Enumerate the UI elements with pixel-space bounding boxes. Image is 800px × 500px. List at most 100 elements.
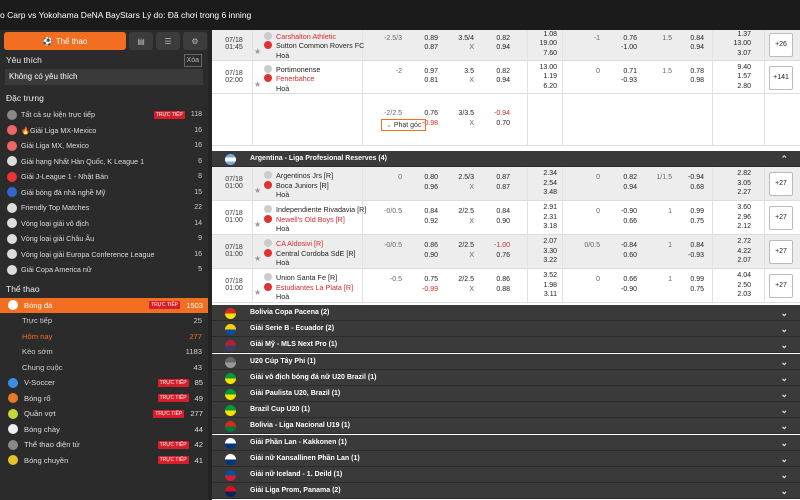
odds-value[interactable]: 0.89: [424, 34, 438, 42]
odds-value[interactable]: 0.97: [424, 67, 438, 75]
sport-item[interactable]: Bóng rổ TRỰC TIẾP 49: [0, 391, 208, 407]
league-header[interactable]: U20 Cúp Tây Phi (1) ⌄: [212, 353, 800, 370]
odds-value[interactable]: 0.82: [623, 174, 637, 181]
sports-button[interactable]: ⚽ Thể thao: [4, 32, 126, 50]
odds-value[interactable]: 0.84: [690, 242, 704, 249]
league-header[interactable]: Giải Liga Prom, Panama (2) ⌄: [212, 483, 800, 500]
odds-value[interactable]: 0.71: [623, 67, 637, 75]
sport-subitem[interactable]: Trực tiếp 25: [0, 313, 208, 329]
odds-value[interactable]: 0.99: [690, 276, 704, 283]
odds-value[interactable]: 3.05: [737, 179, 751, 187]
odds-value[interactable]: 0.84: [424, 208, 438, 215]
league-header[interactable]: Giải Phần Lan - Kakkonen (1) ⌄: [212, 434, 800, 451]
odds-value[interactable]: 2/2.5: [458, 276, 474, 283]
odds-value[interactable]: 3.30: [543, 247, 557, 255]
league-header[interactable]: Giải vô địch bóng đá nữ U20 Brazil (1) ⌄: [212, 369, 800, 386]
odds-value[interactable]: 3.60: [737, 204, 751, 211]
featured-item[interactable]: Giải Liga MX, Mexico 16: [0, 138, 208, 154]
odds-value[interactable]: 2.12: [737, 223, 751, 230]
favorite-star-icon[interactable]: ★: [254, 46, 262, 56]
odds-value[interactable]: 0.88: [496, 285, 510, 293]
odds-value[interactable]: 2/2.5: [458, 208, 474, 215]
odds-value[interactable]: 3.11: [543, 291, 557, 298]
odds-value[interactable]: -1.00: [494, 242, 510, 249]
sport-subitem[interactable]: Chung cuộc 43: [0, 360, 208, 376]
odds-value[interactable]: 1.19: [543, 73, 557, 80]
odds-value[interactable]: 0.87: [496, 183, 510, 191]
odds-value[interactable]: 3.48: [543, 189, 557, 196]
odds-value[interactable]: 0.92: [424, 217, 438, 225]
odds-value[interactable]: 0.94: [496, 77, 510, 84]
odds-value[interactable]: 3.5: [464, 67, 474, 75]
featured-item[interactable]: 🔥Giải Liga MX-Mexico 16: [0, 123, 208, 139]
sport-item[interactable]: V-Soccer TRỰC TIẾP 85: [0, 375, 208, 391]
odds-value[interactable]: -0.98: [422, 119, 438, 127]
favorite-star-icon[interactable]: ★: [254, 288, 262, 297]
more-markets-button[interactable]: +27: [769, 240, 793, 264]
featured-item[interactable]: Vòng loại giải vô địch 14: [0, 216, 208, 232]
odds-value[interactable]: 0.94: [496, 44, 510, 51]
odds-value[interactable]: 1.08: [543, 30, 557, 38]
league-header[interactable]: Brazil Cup U20 (1) ⌄: [212, 402, 800, 419]
league-header[interactable]: Bolivia Copa Pacena (2) ⌄: [212, 305, 800, 321]
sport-item[interactable]: Bóng chày 44: [0, 422, 208, 438]
odds-value[interactable]: -0.99: [422, 285, 438, 293]
odds-value[interactable]: 2.72: [737, 238, 751, 245]
odds-value[interactable]: -0.94: [688, 174, 704, 181]
more-markets-button[interactable]: +27: [769, 172, 793, 196]
odds-value[interactable]: 2.80: [737, 82, 751, 90]
featured-item[interactable]: Giải hạng Nhất Hàn Quốc, K League 1 6: [0, 154, 208, 170]
odds-value[interactable]: 4.22: [737, 247, 751, 255]
odds-value[interactable]: 1.57: [737, 73, 751, 80]
odds-value[interactable]: 0.78: [690, 67, 704, 75]
odds-value[interactable]: 0.86: [424, 242, 438, 249]
odds-value[interactable]: 2.27: [737, 189, 751, 196]
featured-item[interactable]: Friendly Top Matches 22: [0, 200, 208, 216]
odds-value[interactable]: 6.20: [543, 82, 557, 90]
odds-value[interactable]: 2.82: [737, 170, 751, 177]
odds-value[interactable]: -0.93: [621, 77, 637, 84]
more-markets-button[interactable]: +26: [769, 32, 793, 57]
odds-value[interactable]: 2.31: [543, 213, 557, 221]
odds-value[interactable]: 3.5/4: [458, 34, 474, 42]
odds-value[interactable]: 0.90: [496, 217, 510, 225]
sport-subitem[interactable]: Hôm nay 277: [0, 329, 208, 345]
favorite-star-icon[interactable]: ★: [254, 220, 262, 229]
odds-value[interactable]: 3.22: [543, 257, 557, 264]
odds-value[interactable]: 0.76: [623, 34, 637, 42]
league-header[interactable]: Giải Paulista U20, Brazil (1) ⌄: [212, 386, 800, 402]
odds-value[interactable]: 7.60: [543, 49, 557, 57]
odds-value[interactable]: 2/2.5: [458, 242, 474, 249]
odds-value[interactable]: 4.04: [737, 272, 751, 279]
odds-value[interactable]: 2.54: [543, 179, 557, 187]
favorite-star-icon[interactable]: ★: [254, 254, 262, 263]
odds-value[interactable]: 2.96: [737, 213, 751, 221]
odds-value[interactable]: 2.07: [737, 257, 751, 264]
odds-value[interactable]: 0.75: [690, 285, 704, 293]
odds-value[interactable]: 0.84: [496, 208, 510, 215]
odds-value[interactable]: 0.87: [496, 174, 510, 181]
odds-value[interactable]: 13.00: [733, 40, 751, 47]
clear-favorites-button[interactable]: Xóa: [183, 54, 202, 67]
odds-value[interactable]: -0.94: [494, 110, 510, 117]
sport-item[interactable]: Bóng chuyền TRỰC TIẾP 41: [0, 453, 208, 469]
corner-kicks-toggle[interactable]: ⌄ Phạt góc: [381, 119, 427, 131]
sport-item[interactable]: Bóng đá TRỰC TIẾP 1503: [0, 297, 208, 313]
favorite-star-icon[interactable]: ★: [254, 186, 262, 195]
odds-value[interactable]: 0.90: [424, 251, 438, 259]
odds-value[interactable]: 3.07: [737, 49, 751, 57]
league-header[interactable]: Argentina - Liga Profesional Reserves (4…: [212, 151, 800, 167]
odds-value[interactable]: 2.91: [543, 204, 557, 211]
league-header[interactable]: Giải nữ Iceland - 1. Deild (1) ⌄: [212, 467, 800, 483]
featured-item[interactable]: Vòng loại giải Europa Conference League 1…: [0, 247, 208, 263]
odds-value[interactable]: 0.80: [424, 174, 438, 181]
odds-value[interactable]: 3/3.5: [458, 110, 474, 117]
odds-value[interactable]: 2.07: [543, 238, 557, 245]
featured-item[interactable]: Giải Copa America nữ 5: [0, 262, 208, 278]
featured-item[interactable]: Tất cả sự kiện trực tiếp TRỰC TIẾP 118: [0, 107, 208, 123]
featured-item[interactable]: Giải bóng đá nhà nghề Mỹ 15: [0, 185, 208, 201]
odds-value[interactable]: 2.03: [737, 291, 751, 298]
odds-value[interactable]: -1.00: [621, 44, 637, 51]
odds-value[interactable]: 0.81: [424, 77, 438, 84]
sport-subitem[interactable]: Kèo sớm 1183: [0, 344, 208, 360]
